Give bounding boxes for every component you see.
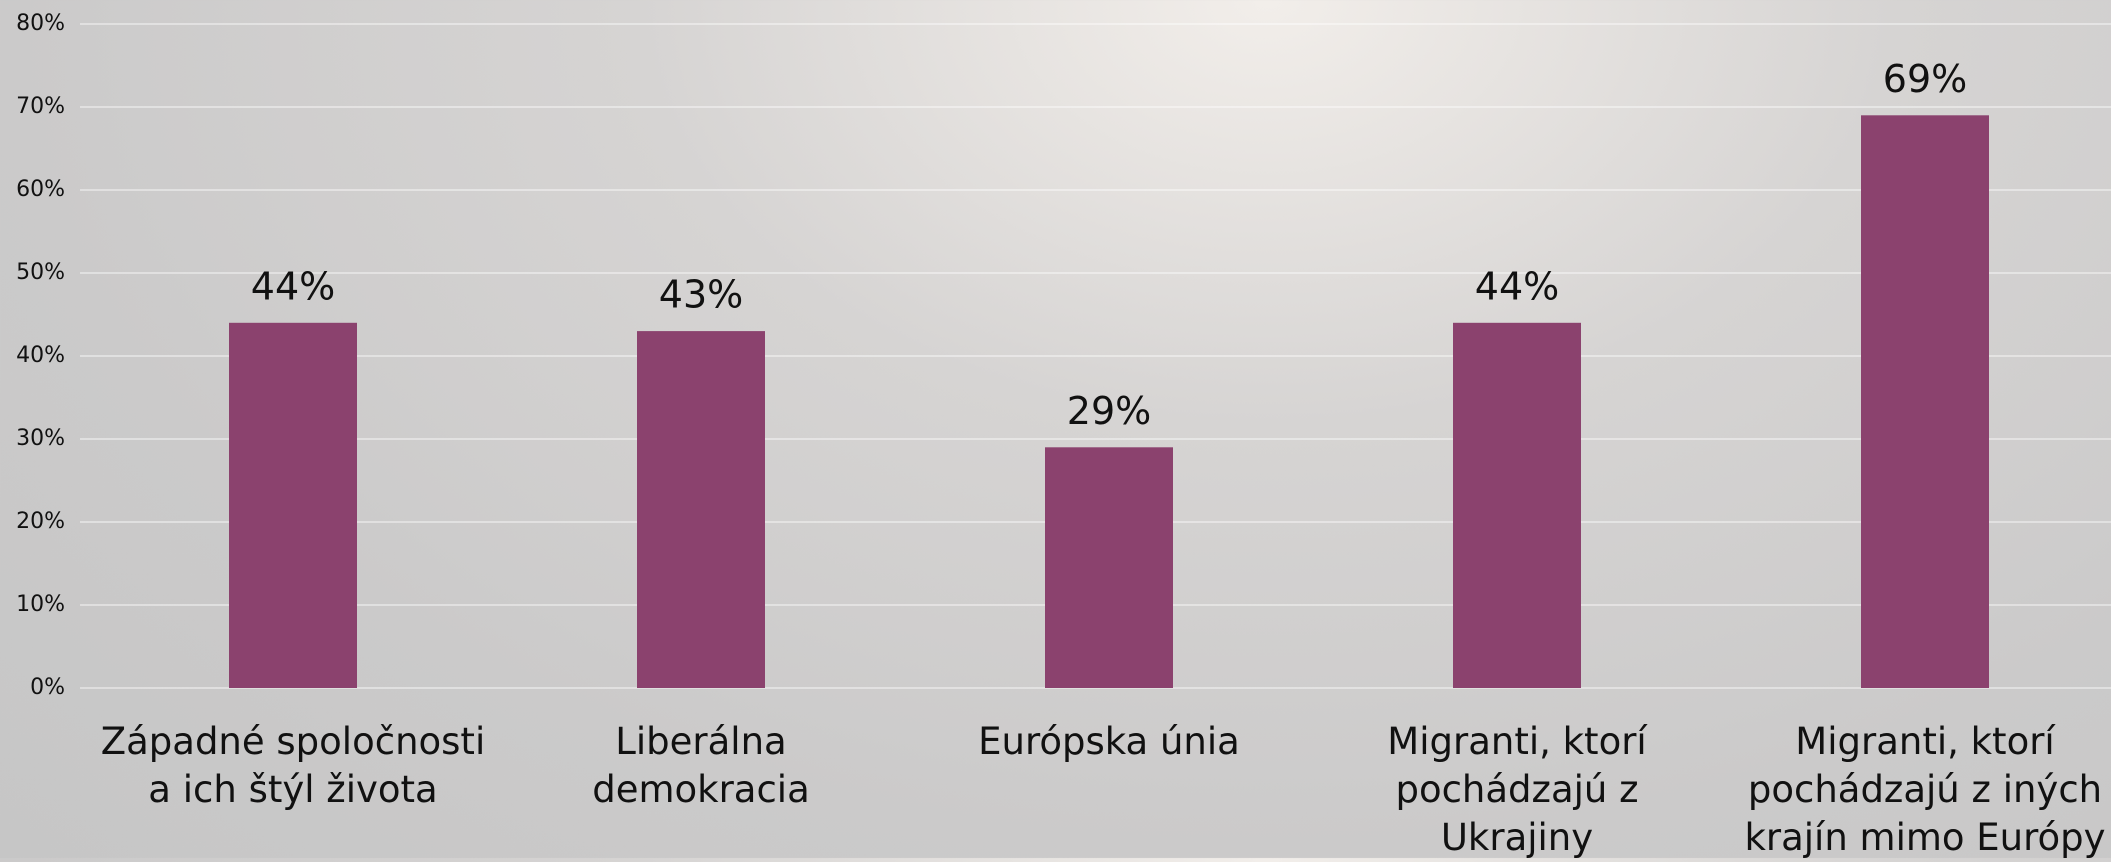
value-label: 44% [1475, 264, 1559, 308]
y-tick-label: 50% [16, 260, 65, 285]
x-tick-label: Liberálna demokracia [515, 718, 887, 814]
y-tick-label: 10% [16, 592, 65, 617]
value-label: 44% [251, 264, 335, 308]
y-tick-label: 40% [16, 343, 65, 368]
bar [1453, 323, 1581, 688]
x-tick-label: Európska únia [923, 718, 1295, 766]
x-tick-label: Migranti, ktorí pochádzajú z Ukrajiny [1331, 718, 1703, 862]
y-tick-label: 60% [16, 177, 65, 202]
y-tick-label: 30% [16, 426, 65, 451]
y-tick-label: 80% [16, 11, 65, 36]
value-label: 69% [1883, 57, 1967, 101]
page: 0% 10% 20% 30% 40% 50% 60% 70% 80% 44% 43% 29% 44% 69… [0, 0, 2111, 858]
bar [1861, 115, 1989, 688]
bar [1045, 447, 1173, 688]
value-label: 43% [659, 273, 743, 317]
y-tick-label: 0% [30, 675, 65, 700]
x-tick-label: Západné spoločnosti a ich štýl života [93, 718, 493, 814]
y-tick-label: 70% [16, 94, 65, 119]
bar [637, 331, 765, 688]
value-label: 29% [1067, 389, 1151, 433]
bar [229, 323, 357, 688]
x-tick-label: Migranti, ktorí pochádzajú z iných krají… [1739, 718, 2111, 862]
y-tick-label: 20% [16, 509, 65, 534]
